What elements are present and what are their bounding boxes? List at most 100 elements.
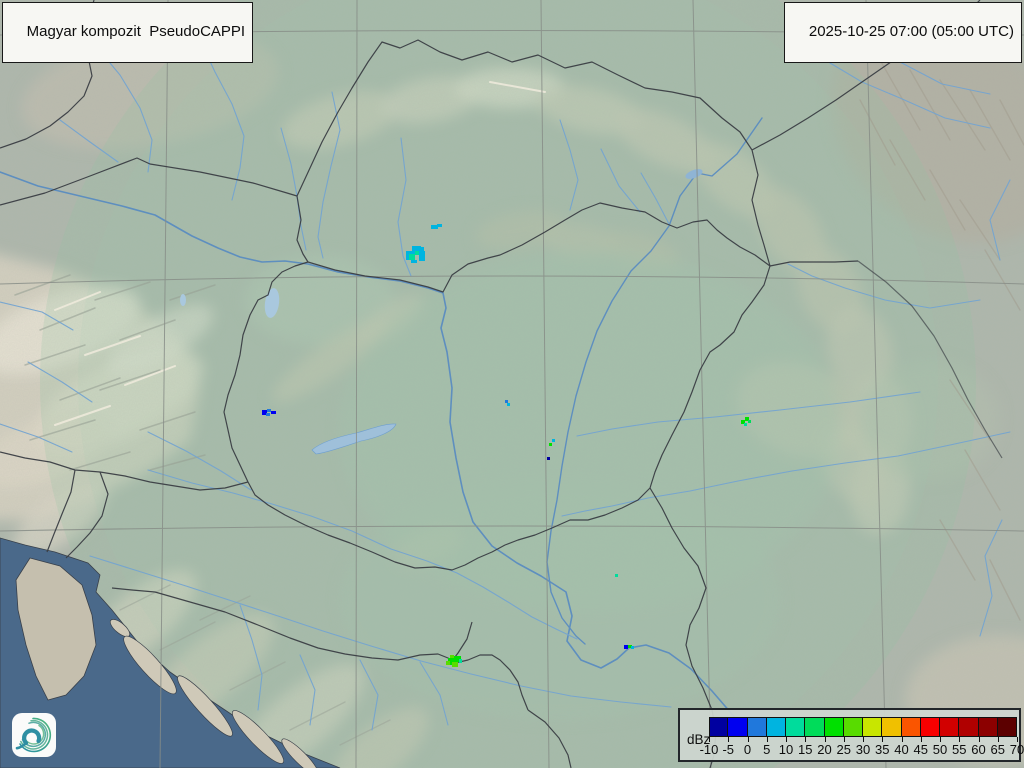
- radar-echo-cell: [415, 251, 419, 255]
- dbz-tick: [824, 737, 826, 742]
- dbz-tick-label: 0: [743, 742, 752, 757]
- tisza-river: [546, 117, 763, 645]
- dbz-tick: [940, 737, 941, 742]
- met-service-logo: [12, 713, 56, 757]
- dbz-legend: dBz -10 -5 0 5 10 15 20 25 30 35 40 45 50 55 60 65 70: [678, 708, 1024, 762]
- radar-echo-cell: [459, 659, 462, 663]
- islands: [109, 619, 319, 768]
- dbz-tick: [728, 737, 730, 742]
- dbz-tick-label: 20: [817, 742, 832, 757]
- istria-peninsula: [15, 557, 97, 701]
- rivers: [0, 27, 1011, 734]
- radar-echo-cell: [552, 439, 555, 442]
- adriatic-sea: [0, 537, 341, 768]
- dbz-unit-label: dBz: [687, 732, 711, 747]
- dbz-tick-label: 35: [875, 742, 890, 757]
- dbz-swatch: [959, 717, 979, 737]
- radar-echo-cell: [745, 417, 749, 421]
- radar-echo-cell: [412, 246, 421, 255]
- dbz-tick: [805, 737, 807, 742]
- radar-echo-cell: [271, 411, 276, 414]
- radar-echo-cell: [547, 457, 550, 460]
- radar-echo-cell: [448, 658, 456, 665]
- radar-echo-cell: [549, 443, 552, 446]
- timestamp-box: 2025-10-25 07:00 (05:00 UTC): [784, 2, 1022, 63]
- dbz-swatch: [786, 717, 806, 737]
- dbz-tick: [959, 737, 961, 742]
- radar-echo-cell: [446, 661, 450, 665]
- dbz-swatch: [766, 717, 786, 737]
- dbz-tick-label: 25: [836, 742, 851, 757]
- dbz-swatch: [728, 717, 748, 737]
- dbz-swatch: [940, 717, 960, 737]
- timestamp: 2025-10-25 07:00 (05:00 UTC): [808, 23, 1014, 40]
- product-title: Magyar kompozit PseudoCAPPI: [26, 23, 246, 40]
- radar-echo-cell: [437, 224, 442, 227]
- dbz-tick: [978, 737, 980, 742]
- dbz-tick-label: 55: [952, 742, 967, 757]
- dbz-swatch: [863, 717, 883, 737]
- dbz-tick-label: 70: [1009, 742, 1024, 757]
- dbz-swatch: [920, 717, 940, 737]
- radar-echo-cell: [631, 646, 634, 649]
- radar-echo-cell: [409, 254, 415, 260]
- dbz-tick-label: 50: [932, 742, 948, 757]
- danube-river: [0, 171, 749, 734]
- dbz-tick: [882, 737, 884, 742]
- lake-tisza: [685, 169, 703, 179]
- radar-echo-cell: [431, 225, 438, 229]
- dbz-swatch: [805, 717, 825, 737]
- dbz-swatch: [747, 717, 767, 737]
- product-title-box: Magyar kompozit PseudoCAPPI: [2, 2, 254, 63]
- lakes: [180, 169, 703, 455]
- dbz-tick-label: 15: [798, 742, 813, 757]
- radar-echo-cell: [624, 645, 628, 649]
- radar-echoes: [262, 224, 751, 667]
- radar-echo-cell: [507, 403, 510, 406]
- radar-echo-cell: [452, 662, 458, 667]
- radar-echo-cell: [505, 400, 508, 403]
- ridge-lines: [14, 59, 1024, 746]
- radar-echo-cell: [741, 420, 745, 424]
- dbz-tick: [863, 737, 864, 742]
- lake-neusiedl: [264, 288, 280, 318]
- dbz-swatch: [843, 717, 863, 737]
- radar-echo-cell: [748, 420, 751, 423]
- dbz-swatch: [882, 717, 902, 737]
- dbz-tick-label: 65: [990, 742, 1005, 757]
- dbz-tick-label: 30: [855, 742, 871, 757]
- radar-echo-cell: [411, 260, 417, 263]
- radar-echo-cell: [267, 409, 271, 412]
- radar-echo-cell: [421, 247, 424, 251]
- dbz-tick-label: -10: [699, 742, 719, 757]
- dbz-tick: [997, 737, 999, 742]
- dbz-tick: [843, 737, 845, 742]
- dbz-tick-label: 45: [913, 742, 928, 757]
- logo-background: [12, 713, 56, 757]
- dbz-tick: [709, 737, 710, 742]
- dbz-swatch: [824, 717, 844, 737]
- radar-echo-cell: [615, 574, 618, 577]
- dbz-tick: [920, 737, 922, 742]
- radar-echo-cell: [266, 413, 270, 416]
- dbz-tick: [766, 737, 768, 742]
- dbz-tick-label: 5: [763, 742, 771, 757]
- radar-echo-cell: [419, 251, 425, 261]
- dbz-tick-label: 10: [778, 742, 794, 757]
- radar-echo-cell: [744, 423, 747, 426]
- dbz-tick: [747, 737, 749, 742]
- radar-echo-cell: [262, 410, 267, 415]
- logo-spiral-icon: [15, 717, 52, 753]
- dbz-tick-label: 60: [971, 742, 986, 757]
- radar-echo-cell: [628, 645, 632, 648]
- dbz-swatch: [997, 717, 1017, 737]
- radar-echo-cell: [450, 655, 454, 658]
- dbz-tick: [901, 737, 903, 742]
- dbz-swatch: [901, 717, 921, 737]
- dbz-color-scale: [709, 717, 1017, 737]
- dbz-tick: [1017, 737, 1018, 742]
- dbz-tick: [786, 737, 787, 742]
